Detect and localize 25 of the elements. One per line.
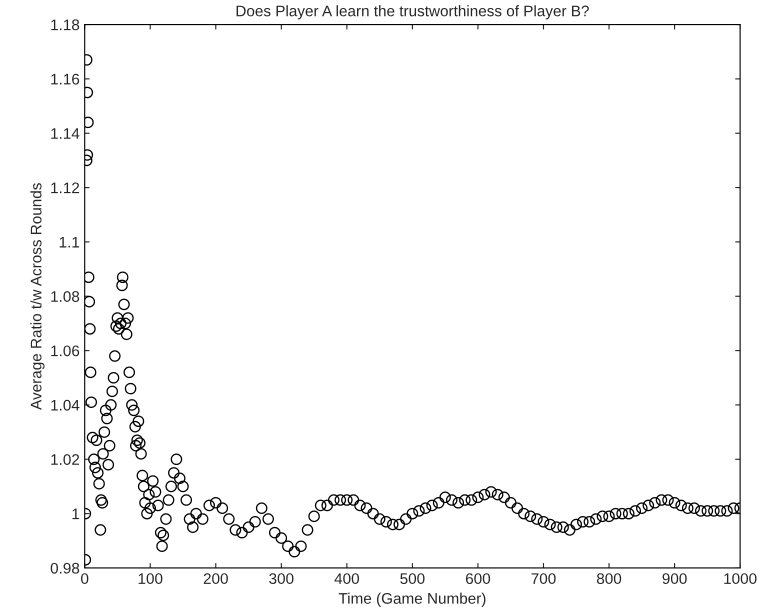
x-tick-label: 700: [532, 573, 556, 584]
x-tick-label: 400: [334, 573, 360, 584]
y-tick-label: 1.14: [51, 128, 80, 139]
x-tick-label: 100: [138, 573, 162, 584]
x-tick-label: 1000: [724, 573, 757, 584]
x-tick-label: 0: [81, 573, 88, 584]
y-tick-label: 1.16: [51, 74, 80, 85]
x-tick-label: 800: [596, 573, 622, 584]
y-tick-label: 1.08: [51, 291, 80, 302]
y-tick-label: 1.06: [51, 345, 80, 356]
x-axis-title: Time (Game Number): [338, 592, 486, 607]
y-tick-label: 1.12: [51, 182, 80, 194]
x-tick-label: 300: [269, 573, 294, 584]
chart-title: Does Player A learn the trustworthiness of Player B?: [236, 5, 589, 20]
x-tick-label: 600: [466, 573, 490, 584]
x-tick-label: 900: [662, 573, 687, 584]
y-tick-label: 1: [72, 508, 80, 520]
y-axis-title: Average Ratio t/w Across Rounds: [30, 183, 45, 410]
y-tick-label: 1.02: [51, 454, 80, 465]
y-tick-label: 1.18: [51, 19, 80, 30]
x-tick-label: 500: [400, 573, 425, 584]
y-tick-label: 1.1: [60, 236, 80, 248]
y-tick-label: 1.04: [51, 400, 80, 411]
x-tick-label: 200: [204, 573, 228, 584]
y-tick-label: 0.98: [50, 562, 80, 574]
